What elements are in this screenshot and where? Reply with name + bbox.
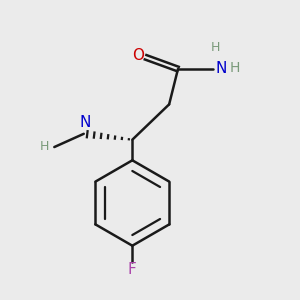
Text: N: N (216, 61, 227, 76)
Text: H: H (211, 41, 220, 54)
Text: H: H (230, 61, 240, 75)
Text: H: H (40, 140, 49, 153)
Text: N: N (80, 115, 91, 130)
Text: F: F (128, 262, 137, 277)
Text: O: O (132, 48, 144, 63)
